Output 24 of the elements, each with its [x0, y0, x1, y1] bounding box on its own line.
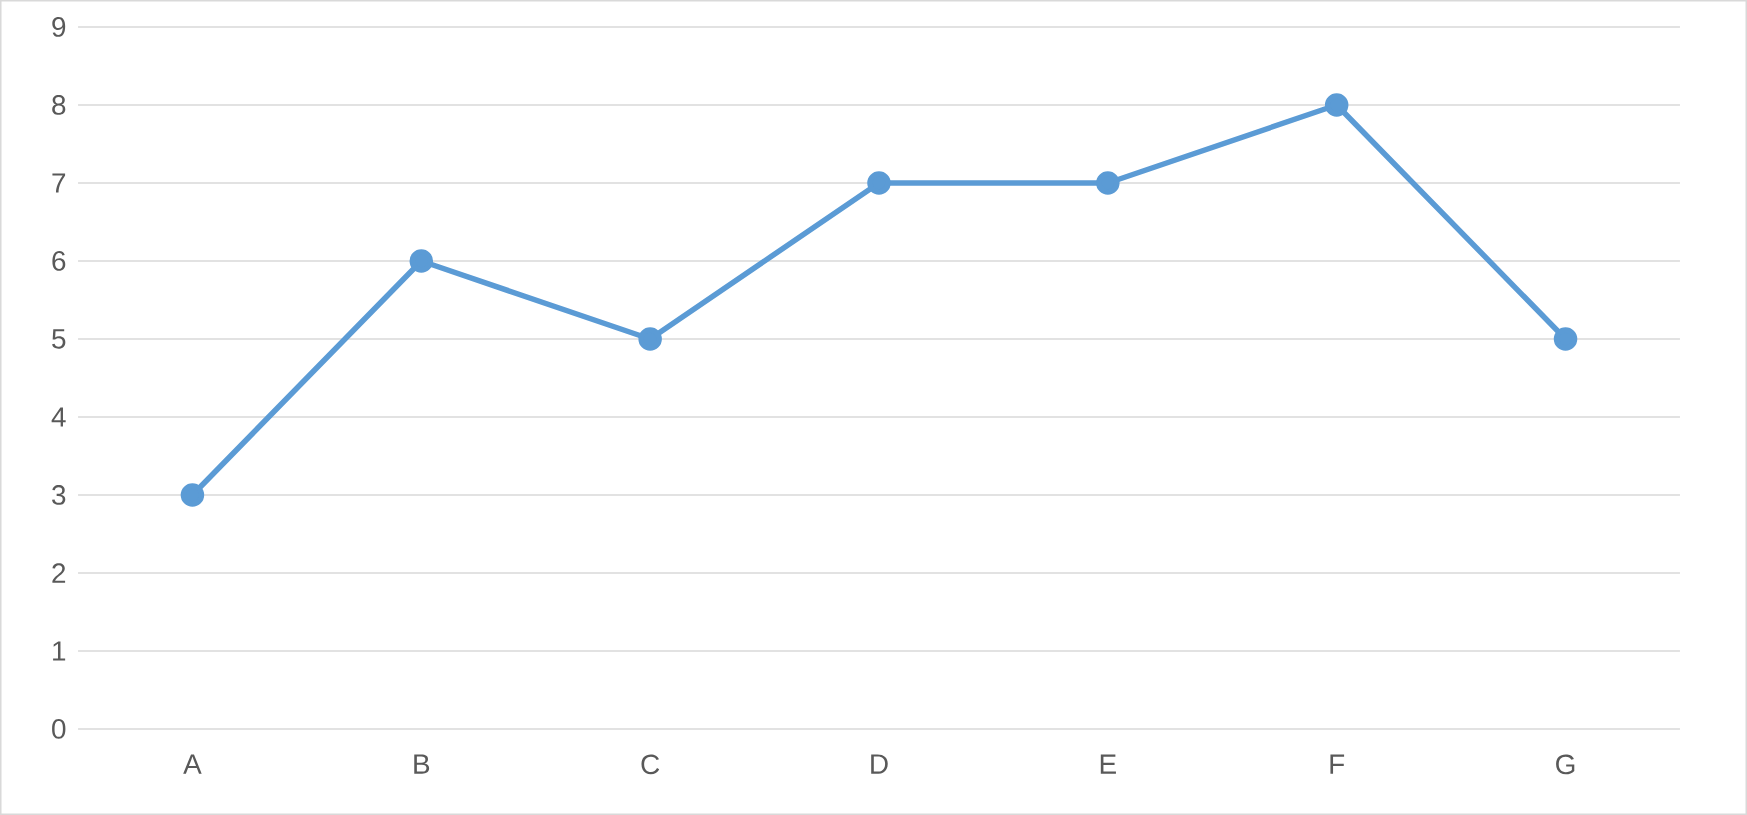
- x-tick-label: A: [183, 754, 202, 774]
- y-tick-label: 2: [52, 563, 66, 583]
- point: [867, 171, 891, 195]
- x-tick-label: G: [1556, 754, 1575, 775]
- y-tick-label: 3: [52, 485, 66, 505]
- x-tick-label: C: [641, 754, 660, 775]
- y-tick-label: 0: [52, 719, 66, 739]
- point: [1096, 171, 1120, 195]
- x-tick-label: F: [1330, 754, 1345, 774]
- point: [180, 483, 205, 507]
- x-tick-label: D: [871, 754, 888, 774]
- x-tick-label: E: [1100, 754, 1116, 774]
- y-tick-label: 8: [52, 95, 66, 115]
- y-tick-label: 4: [51, 407, 66, 427]
- y-tick-label: 1: [53, 641, 66, 661]
- y-tick-label: 7: [52, 173, 66, 193]
- point: [1553, 327, 1578, 351]
- y-tick-label: 5: [52, 329, 66, 349]
- point: [638, 327, 662, 351]
- point: [1324, 93, 1349, 117]
- y-tick-label: 6: [52, 251, 66, 271]
- point: [409, 249, 434, 273]
- y-tick-label: 9: [52, 17, 66, 37]
- x-tick-label: B: [414, 754, 430, 774]
